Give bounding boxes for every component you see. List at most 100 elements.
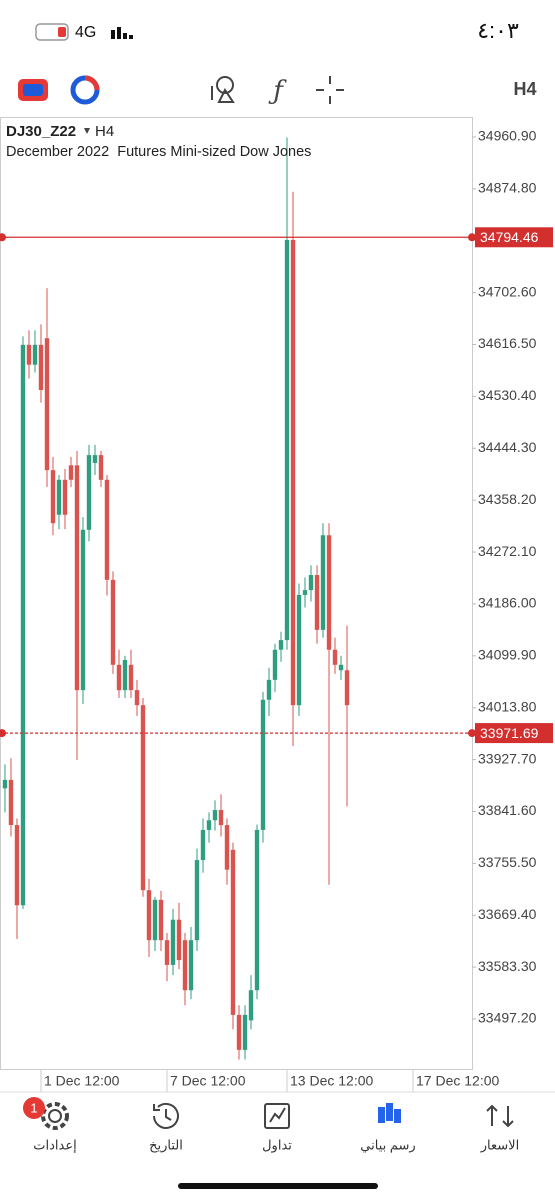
candle-body [194, 860, 200, 941]
status-time: ٤:٠٣ [477, 18, 519, 43]
timeframe-button[interactable]: H4 [513, 79, 536, 99]
candle-body [128, 664, 134, 691]
y-tick-label: 34530.40 [478, 387, 537, 403]
candle-body [170, 919, 176, 965]
candle-body [26, 344, 32, 365]
candle-body [272, 649, 278, 680]
y-tick-label: 34444.30 [478, 439, 537, 455]
nav-label[interactable]: تداول [262, 1137, 292, 1153]
candle-body [344, 670, 350, 706]
candle-body [98, 455, 104, 480]
candle-body [260, 699, 266, 830]
candle-body [62, 479, 68, 515]
notification-badge [23, 1097, 45, 1119]
network-type: 4G [75, 24, 96, 41]
candle-body [242, 1014, 248, 1050]
price-line-handle[interactable] [468, 233, 476, 242]
price-label-box [475, 723, 553, 744]
candle-body [302, 590, 308, 595]
battery [35, 23, 69, 41]
y-tick-label: 34616.50 [478, 335, 537, 351]
y-tick-label: 34874.80 [478, 180, 537, 196]
nav-label[interactable]: إعدادات [33, 1137, 76, 1152]
bottom-nav: الاسعار رسم بياني تداول التاريخ إعدادات 1 [23, 1097, 519, 1153]
candle-body [74, 465, 80, 691]
candle-body [2, 779, 8, 789]
nav-label[interactable]: رسم بياني [360, 1137, 415, 1153]
candle-body [152, 899, 158, 941]
crosshair-icon[interactable] [316, 76, 344, 104]
candle-body [224, 825, 230, 870]
x-tick-label: 7 Dec 12:00 [170, 1073, 246, 1089]
nav-icon[interactable] [41, 1102, 69, 1130]
toolbar: ƒ H4 [18, 75, 537, 106]
price-line-handle[interactable] [468, 729, 476, 738]
candle-body [50, 470, 56, 524]
chart-frame [0, 117, 473, 1070]
candle-body [278, 640, 284, 650]
candle-body [188, 940, 194, 991]
signal [111, 27, 133, 39]
candle-body [308, 575, 314, 591]
candle-body [56, 479, 62, 515]
y-tick-label: 34358.20 [478, 491, 537, 507]
nav-icon[interactable] [264, 1103, 290, 1129]
indicators-icon[interactable]: ƒ [268, 76, 287, 106]
dropdown-arrow[interactable] [84, 128, 90, 134]
candle-body [236, 1014, 242, 1050]
y-tick-label: 33755.50 [478, 854, 537, 870]
candle-body [104, 479, 110, 580]
nav-icon[interactable] [378, 1103, 401, 1123]
candle-body [68, 465, 74, 480]
candle-body [266, 679, 272, 700]
candle-body [218, 810, 224, 826]
price-label: 33971.69 [480, 725, 539, 741]
candle-body [80, 529, 86, 691]
candle-body [86, 455, 92, 530]
candle-body [212, 810, 218, 821]
objects-icon[interactable] [211, 76, 235, 103]
candle-body [182, 940, 188, 991]
candle-body [332, 649, 338, 665]
price-line-handle[interactable] [0, 233, 6, 242]
candle-body [338, 664, 344, 671]
candle-body [140, 705, 146, 891]
candle-body [134, 690, 140, 706]
price-line-handle[interactable] [0, 729, 6, 738]
y-tick-label: 33841.60 [478, 802, 537, 818]
x-tick-label: 17 Dec 12:00 [416, 1073, 499, 1089]
x-tick-label: 1 Dec 12:00 [44, 1073, 120, 1089]
candle-body [116, 664, 122, 691]
candle-body [200, 829, 206, 861]
battery-level [58, 27, 66, 37]
y-tick-label: 34013.80 [478, 698, 537, 714]
chart: 34960.90 34874.80 34702.60 34616.50 34530.40… [0, 128, 553, 1092]
candle-body [206, 820, 212, 830]
candle-body [296, 594, 302, 706]
candle-body [254, 829, 260, 991]
candle-body [44, 338, 50, 471]
symbol[interactable]: DJ30_Z22 [6, 123, 76, 140]
x-tick-label: 13 Dec 12:00 [290, 1073, 373, 1089]
nav-label[interactable]: التاريخ [149, 1137, 183, 1153]
price-label-box [475, 227, 553, 248]
candle-body [176, 919, 182, 961]
candle-body [92, 455, 98, 463]
nav-icon[interactable] [153, 1102, 179, 1129]
badge-count: 1 [30, 1100, 37, 1115]
y-tick-label: 33927.70 [478, 750, 537, 766]
nav-icon[interactable] [486, 1104, 514, 1128]
candle-body [230, 849, 236, 1015]
y-tick-label: 33669.40 [478, 906, 537, 922]
chart-timeframe: H4 [95, 123, 114, 140]
y-tick-label: 34099.90 [478, 647, 537, 663]
y-tick-label: 33583.30 [478, 958, 537, 974]
candle-body [164, 940, 170, 965]
candle-body [284, 239, 290, 641]
candle-body [32, 344, 38, 365]
y-tick-label: 34702.60 [478, 283, 537, 299]
candle-body [110, 579, 116, 665]
y-tick-label: 34186.00 [478, 595, 537, 611]
candle-body [326, 535, 332, 650]
nav-label[interactable]: الاسعار [480, 1137, 519, 1153]
